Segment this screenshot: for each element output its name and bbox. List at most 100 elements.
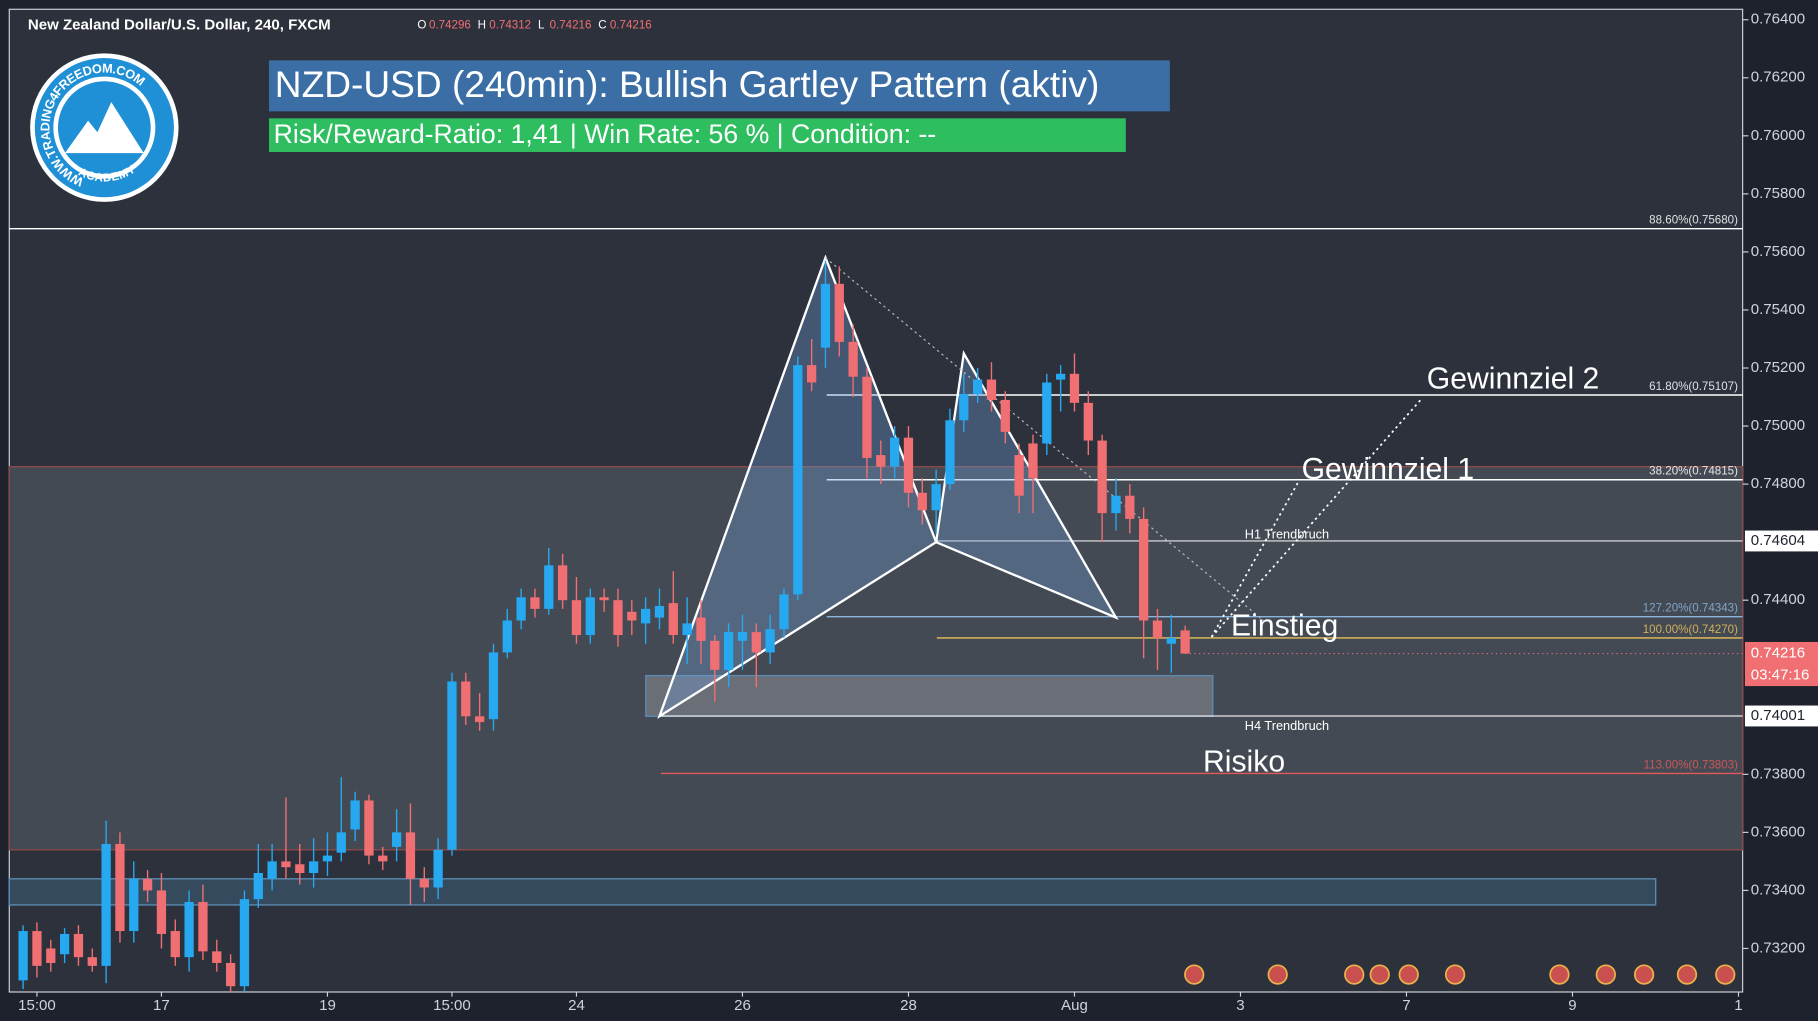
candle-body [862,376,872,458]
price-label: 0.74216 [1751,645,1805,662]
ohlc-letter: C [598,20,606,32]
x-tick-label: 9 [1568,997,1576,1014]
candle-body [87,957,97,966]
subtitle-box [268,118,1126,152]
candle-body [391,832,402,847]
candle-body [779,594,789,630]
candle-body [170,931,180,958]
logo-mountain [64,102,144,154]
event-icon [1549,964,1570,985]
candle-body [433,849,443,888]
candle-body [461,681,471,717]
event-icon [1398,964,1419,985]
subtitle: Risk/Reward-Ratio: 1,41 | Win Rate: 56 %… [274,119,937,149]
candle-body [1152,620,1163,638]
candle-body [419,878,429,888]
candle-body [350,800,360,830]
candle-body [447,681,457,850]
price-box [1744,705,1818,727]
x-tick-label: 1 [1734,997,1742,1014]
candle-body [710,640,720,670]
title-box [268,60,1170,112]
fib-label: 88.60%(0.75680) [1649,215,1738,227]
candle-body [198,902,208,952]
candle-body [488,652,499,720]
candle-body [364,800,374,856]
ohlc-value: 0.74216 [610,20,652,32]
fib-label: 61.80%(0.75107) [1649,381,1738,393]
candle-body [751,632,761,653]
ohlc-value: 0.74216 [550,20,592,32]
event-icon [1444,964,1466,985]
x-tick-label: 26 [734,997,751,1014]
candle-body [1166,637,1176,644]
candle-body [1139,518,1149,621]
projection [1210,481,1300,638]
candle-body [613,600,623,636]
x-tick-label: Aug [1061,997,1088,1014]
event-icon [1184,964,1205,985]
candle-body [793,365,803,595]
candle-body [1069,373,1080,403]
y-tick-label: 0.75400 [1751,301,1805,318]
candle-body [59,933,70,955]
candle-body [972,379,983,395]
candle-body [654,605,665,618]
candle-body [945,420,955,485]
candle-body [101,843,111,966]
y-tick-label: 0.73800 [1751,765,1805,782]
projection [1210,399,1421,638]
candle-body [115,843,125,932]
price-box [1744,641,1818,687]
candle-body [129,878,139,932]
candle-body [627,611,637,621]
annotation: Risiko [1203,745,1285,778]
title: NZD-USD (240min): Bullish Gartley Patter… [275,63,1100,105]
y-tick-label: 0.75800 [1751,185,1805,202]
zone [8,465,1744,851]
y-tick-label: 0.74400 [1751,591,1805,608]
candle-body [682,623,692,636]
ohlc-letter: H [478,20,486,32]
y-tick-label: 0.73400 [1751,881,1805,898]
ohlc-value: 0.74296 [429,20,471,32]
event-icon [1633,964,1655,985]
zone [645,674,1214,717]
candle-body [640,608,651,624]
candle-body [876,455,886,467]
candle-body [225,962,236,987]
candle-body [142,878,153,891]
event-icon [1595,964,1616,985]
countdown: 03:47:16 [1751,667,1810,684]
candle-body [32,931,42,966]
candle-body [336,832,346,853]
candle-body [1042,382,1052,444]
event-icon [1267,964,1288,985]
y-tick-label: 0.76200 [1751,69,1805,86]
x-tick-label: 28 [900,997,917,1014]
candle-body [834,283,844,342]
y-tick-label: 0.75000 [1751,417,1805,434]
y-tick-label: 0.76000 [1751,127,1805,144]
candle-body [1180,630,1190,654]
candle-body [281,861,291,868]
ohlc-letter: L [538,20,545,32]
fib-label: 38.20%(0.74815) [1649,466,1738,478]
price-box [1744,530,1818,552]
candle-body [474,716,485,723]
price-label: 0.74604 [1751,532,1805,549]
candle-body [516,597,526,621]
candle-body [903,437,914,493]
candle-body [820,283,831,348]
zone [8,878,1657,906]
candle-body [73,933,84,958]
price-label: 0.74001 [1751,707,1805,724]
fib-label: 113.00%(0.73803) [1644,759,1739,771]
logo: WWW.TRADING4FREEDOM.COM ACADEMY [30,53,179,202]
x-tick-label: 7 [1402,997,1410,1014]
candle-body [1000,399,1010,432]
y-tick-label: 0.75600 [1751,243,1805,260]
candle-body [571,600,582,636]
candle-body [530,597,540,609]
annotation: Gewinnziel 1 [1302,453,1475,486]
